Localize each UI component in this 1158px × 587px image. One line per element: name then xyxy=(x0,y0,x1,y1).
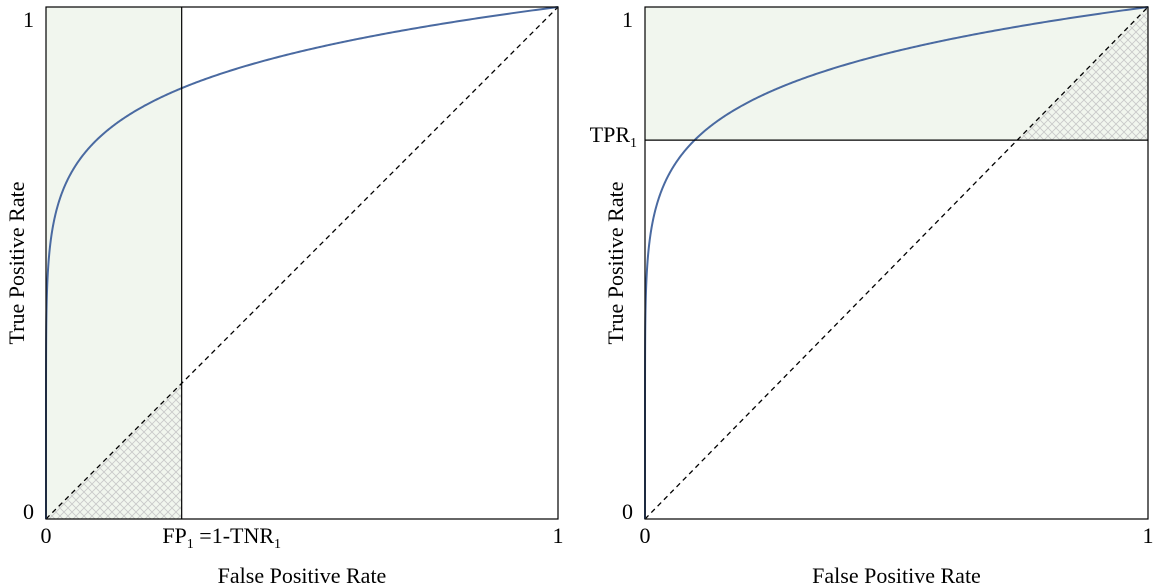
x-axis-label: False Positive Rate xyxy=(812,563,981,587)
diagonal-line xyxy=(644,6,1149,520)
roc-curve xyxy=(644,6,1149,519)
threshold-label-eq: =1-TNR xyxy=(194,523,275,548)
threshold-label-main: FP xyxy=(162,523,186,548)
threshold-label: TPR1 xyxy=(590,122,637,151)
x-axis-label: False Positive Rate xyxy=(218,563,387,587)
x-tick-label-1: 1 xyxy=(553,523,564,548)
threshold-label: FP1 =1-TNR1 xyxy=(162,523,281,552)
roc-curve xyxy=(45,6,559,519)
threshold-label-sub2: 1 xyxy=(274,537,281,552)
diagonal-line xyxy=(45,6,559,520)
y-axis-label: True Positive Rate xyxy=(603,182,628,345)
threshold-label-sub: 1 xyxy=(630,136,637,151)
x-tick-label-1: 1 xyxy=(1143,523,1154,548)
roc-panel-left: 1 0 0 1 FP1 =1-TNR1 False Positive Rate … xyxy=(4,6,564,587)
plot-frame xyxy=(45,6,559,520)
y-axis-label: True Positive Rate xyxy=(4,182,29,345)
roc-panel-right: 1 0 0 1 TPR1 False Positive Rate True Po… xyxy=(590,6,1154,587)
x-tick-label-0: 0 xyxy=(640,523,651,548)
y-tick-label-1: 1 xyxy=(622,7,633,32)
plot-frame xyxy=(644,6,1149,520)
y-tick-label-1: 1 xyxy=(23,7,34,32)
y-tick-label-0: 0 xyxy=(622,499,633,524)
y-tick-label-0: 0 xyxy=(23,499,34,524)
x-tick-label-0: 0 xyxy=(41,523,52,548)
threshold-label-main: TPR xyxy=(590,122,631,147)
threshold-label-sub: 1 xyxy=(187,537,194,552)
